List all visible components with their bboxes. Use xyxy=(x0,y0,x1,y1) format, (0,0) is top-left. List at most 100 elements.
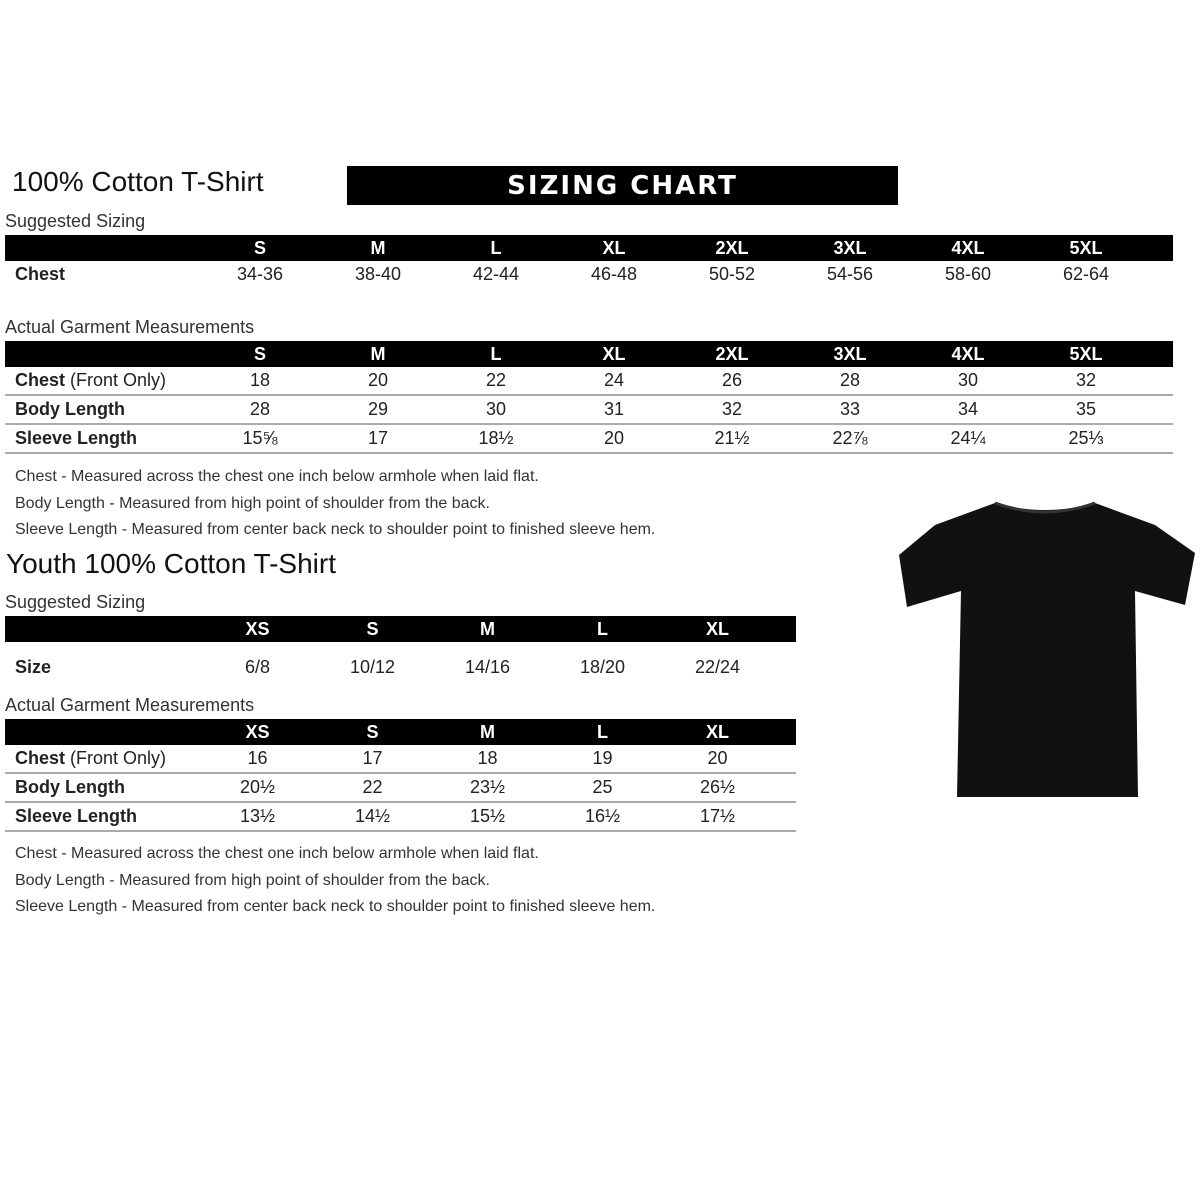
table-cell: 19 xyxy=(592,748,613,768)
size-header: S xyxy=(366,618,379,639)
table-row: Body Length 20½ 22 23½ 25 26½ xyxy=(5,774,796,803)
youth-notes: Chest - Measured across the chest one in… xyxy=(15,841,655,921)
table-row: Body Length 28 29 30 31 32 33 34 35 xyxy=(5,396,1173,425)
table-cell: 17 xyxy=(367,428,389,448)
tshirt-image xyxy=(899,501,1195,797)
table-cell: 62-64 xyxy=(1062,264,1110,284)
sizing-chart-banner: SIZING CHART xyxy=(347,166,898,205)
adult-notes: Chest - Measured across the chest one in… xyxy=(15,464,655,544)
row-label: Body Length xyxy=(5,399,201,420)
table-cell: 18/20 xyxy=(579,657,626,677)
table-cell: 6/8 xyxy=(244,657,271,677)
adult-title: 100% Cotton T-Shirt xyxy=(12,166,264,197)
table-cell: 32 xyxy=(1075,370,1097,390)
table-cell: 23½ xyxy=(469,777,506,797)
size-header: 5XL xyxy=(1069,237,1103,258)
size-header: 4XL xyxy=(951,343,985,364)
note-body-length: Body Length - Measured from high point o… xyxy=(15,494,490,512)
note-chest: Chest - Measured across the chest one in… xyxy=(15,845,539,862)
table-cell: 30 xyxy=(957,370,979,390)
size-header: XL xyxy=(705,721,729,742)
table-row: Size 6/8 10/12 14/16 18/20 22/24 xyxy=(5,654,796,681)
size-header-row: S M L XL 2XL 3XL 4XL 5XL xyxy=(5,341,1173,367)
size-header: S xyxy=(253,343,266,364)
table-cell: 18½ xyxy=(478,428,514,448)
size-header: XS xyxy=(245,618,270,639)
row-label: Chest xyxy=(5,264,201,285)
table-cell: 34 xyxy=(957,399,979,419)
size-header-row: XS S M L XL xyxy=(5,616,796,642)
size-header: XL xyxy=(602,237,626,258)
table-cell: 29 xyxy=(367,399,389,419)
row-label-text: Chest xyxy=(15,748,66,768)
note-body-length: Body Length - Measured from high point o… xyxy=(15,871,490,889)
size-header: 2XL xyxy=(715,343,749,364)
size-header-row: S M L XL 2XL 3XL 4XL 5XL xyxy=(5,235,1173,261)
table-cell: 20½ xyxy=(239,777,276,797)
table-cell: 58-60 xyxy=(944,264,992,284)
row-label: Sleeve Length xyxy=(5,806,200,827)
size-header: L xyxy=(490,343,502,364)
table-cell: 22 xyxy=(362,777,383,797)
table-cell: 22/24 xyxy=(694,657,741,677)
table-cell: 34-36 xyxy=(236,264,284,284)
row-label-text: Body Length xyxy=(15,777,125,797)
table-cell: 17 xyxy=(362,748,383,768)
size-header: 5XL xyxy=(1069,343,1103,364)
table-cell: 54-56 xyxy=(826,264,874,284)
table-cell: 24¼ xyxy=(950,428,986,448)
table-cell: 22 xyxy=(485,370,507,390)
table-cell: 24 xyxy=(603,370,625,390)
size-header: 3XL xyxy=(833,237,867,258)
row-label: Size xyxy=(5,657,200,678)
row-label-text: Body Length xyxy=(15,399,125,419)
table-cell: 20 xyxy=(603,428,625,448)
table-cell: 22⅞ xyxy=(832,428,868,448)
table-row: Chest (Front Only) 18 20 22 24 26 28 30 32 xyxy=(5,367,1173,396)
table-row: Chest (Front Only) 16 17 18 19 20 xyxy=(5,745,796,774)
table-cell: 50-52 xyxy=(708,264,756,284)
table-cell: 26 xyxy=(721,370,743,390)
table-cell: 21½ xyxy=(714,428,750,448)
table-cell: 16½ xyxy=(584,806,621,826)
table-cell: 31 xyxy=(603,399,625,419)
size-header: L xyxy=(490,237,502,258)
size-header: XL xyxy=(602,343,626,364)
adult-measure-label: Actual Garment Measurements xyxy=(5,317,255,337)
table-cell: 33 xyxy=(839,399,861,419)
row-label-text: Chest xyxy=(15,370,66,390)
row-label-note: (Front Only) xyxy=(65,748,167,768)
youth-title: Youth 100% Cotton T-Shirt xyxy=(6,548,336,579)
table-cell: 28 xyxy=(839,370,861,390)
table-cell: 26½ xyxy=(699,777,736,797)
size-header: 4XL xyxy=(951,237,985,258)
table-cell: 18 xyxy=(249,370,271,390)
size-header: XS xyxy=(245,721,270,742)
size-header: S xyxy=(253,237,266,258)
table-cell: 42-44 xyxy=(472,264,520,284)
youth-suggested-table: XS S M L XL Size 6/8 10/12 14/16 18/20 22/24 xyxy=(5,616,796,681)
table-cell: 28 xyxy=(249,399,271,419)
table-cell: 30 xyxy=(485,399,507,419)
size-header: 3XL xyxy=(833,343,867,364)
row-label-text: Sleeve Length xyxy=(15,806,138,826)
size-header-row: XS S M L XL xyxy=(5,719,796,745)
row-label-text: Chest xyxy=(15,264,66,284)
note-chest: Chest - Measured across the chest one in… xyxy=(15,468,539,485)
table-cell: 38-40 xyxy=(354,264,402,284)
row-label: Body Length xyxy=(5,777,200,798)
row-label-note: (Front Only) xyxy=(65,370,167,390)
table-cell: 14/16 xyxy=(464,657,511,677)
youth-measure-table: XS S M L XL Chest (Front Only) 16 17 18 19 20 Body … xyxy=(5,719,796,832)
youth-measure-label: Actual Garment Measurements xyxy=(5,695,255,715)
youth-suggested-label: Suggested Sizing xyxy=(5,592,146,612)
row-label: Chest (Front Only) xyxy=(5,370,201,391)
size-header: M xyxy=(370,237,386,258)
table-cell: 25 xyxy=(592,777,613,797)
row-label: Chest (Front Only) xyxy=(5,748,200,769)
size-header: M xyxy=(480,721,495,742)
table-row: Sleeve Length 15⅝ 17 18½ 20 21½ 22⅞ 24¼ 25⅓ xyxy=(5,425,1173,454)
table-cell: 20 xyxy=(367,370,389,390)
row-label-text: Sleeve Length xyxy=(15,428,138,448)
row-label: Sleeve Length xyxy=(5,428,201,449)
